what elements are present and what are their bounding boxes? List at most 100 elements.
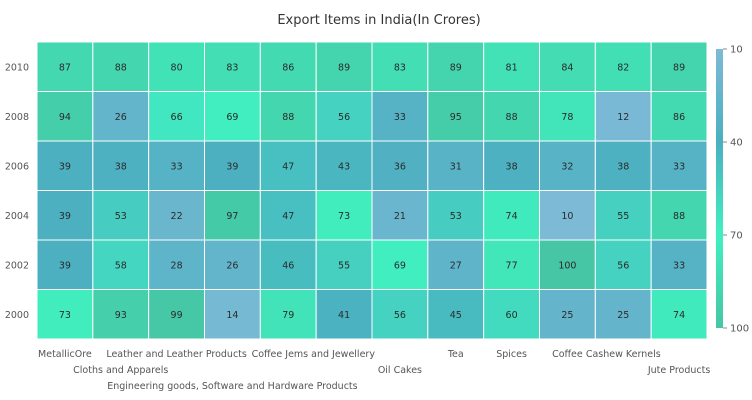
x-axis-label: Cloths and Apparels [73, 365, 168, 376]
cell-value-label: 88 [282, 112, 294, 123]
cell-value-label: 21 [394, 211, 406, 222]
cell-value-label: 38 [617, 161, 629, 172]
heatmap-cell [427, 41, 485, 92]
heatmap-cell [92, 41, 150, 92]
cell-value-label: 53 [115, 211, 127, 222]
heatmap-cell [483, 289, 540, 340]
cell-value-label: 33 [673, 161, 685, 172]
heatmap-cell [148, 41, 206, 92]
cell-value-label: 36 [394, 161, 406, 172]
cell-value-label: 38 [115, 161, 127, 172]
cell-value-label: 74 [673, 310, 685, 321]
cell-value-label: 78 [561, 112, 573, 123]
cell-value-label: 10 [561, 211, 573, 222]
heatmap-cell [371, 190, 429, 241]
cell-value-label: 33 [171, 161, 183, 172]
cell-value-label: 43 [338, 161, 350, 172]
cell-value-label: 25 [617, 310, 629, 321]
heatmap-cell [427, 239, 485, 290]
cell-value-label: 47 [282, 211, 294, 222]
cell-value-label: 14 [226, 310, 238, 321]
heatmap-cell [259, 140, 317, 191]
cell-value-label: 73 [59, 310, 71, 321]
cell-value-label: 46 [282, 260, 294, 271]
heatmap-cell [36, 289, 94, 340]
cell-value-label: 39 [59, 161, 71, 172]
cell-value-label: 80 [171, 62, 183, 73]
cell-value-label: 33 [394, 112, 406, 123]
heatmap-cell [594, 239, 652, 290]
x-axis-label: Spices [496, 349, 527, 360]
cell-value-label: 89 [338, 62, 350, 73]
heatmap-cell [36, 239, 94, 290]
heatmap-cell [650, 289, 708, 340]
cell-value-label: 69 [394, 260, 406, 271]
heatmap-cell [315, 41, 373, 92]
heatmap-cell [594, 91, 652, 142]
heatmap-cell [315, 91, 373, 142]
y-axis-label: 2004 [5, 211, 29, 222]
heatmap-cell [483, 91, 540, 142]
cell-value-label: 60 [506, 310, 518, 321]
heatmap-cell [371, 289, 429, 340]
heatmap-cell [650, 41, 708, 92]
cell-value-label: 66 [171, 112, 183, 123]
cell-value-label: 33 [673, 260, 685, 271]
cell-value-label: 58 [115, 260, 127, 271]
x-axis-label: MetallicOre [38, 349, 92, 360]
cell-value-label: 55 [338, 260, 350, 271]
heatmap-cell [539, 41, 596, 92]
cell-value-label: 84 [561, 62, 573, 73]
legend-tick-label: 70 [730, 231, 743, 242]
x-axis-label: Coffee Jems and Jewellery [252, 349, 376, 360]
cell-value-label: 81 [506, 62, 518, 73]
cell-value-label: 83 [394, 62, 406, 73]
heatmap-cell [315, 190, 373, 241]
legend-tick-label: 10 [730, 45, 743, 56]
heatmap-cell [92, 91, 150, 142]
cell-value-label: 97 [226, 211, 238, 222]
y-axis-label: 2002 [5, 260, 29, 271]
cell-value-label: 56 [617, 260, 629, 271]
heatmap-cell [650, 140, 708, 191]
heatmap-cell [427, 91, 485, 142]
heatmap-cell [539, 190, 596, 241]
heatmap-cell [371, 239, 429, 290]
cell-value-label: 39 [59, 211, 71, 222]
cell-value-label: 28 [171, 260, 183, 271]
heatmap-cell [92, 289, 150, 340]
cell-value-label: 25 [561, 310, 573, 321]
y-axis-label: 2008 [5, 112, 29, 123]
x-axis-label: Oil Cakes [378, 365, 422, 376]
cell-value-label: 27 [450, 260, 462, 271]
y-axis-label: 2000 [5, 310, 29, 321]
cell-value-label: 89 [450, 62, 462, 73]
heatmap-cell [539, 91, 596, 142]
heatmap-cell [259, 239, 317, 290]
cell-value-label: 89 [673, 62, 685, 73]
heatmap-cell [315, 289, 373, 340]
cell-value-label: 26 [115, 112, 127, 123]
cell-value-label: 74 [506, 211, 518, 222]
color-legend: 10 40 70 100 [716, 45, 749, 335]
heatmap-cell [594, 190, 652, 241]
cell-value-label: 88 [673, 211, 685, 222]
heatmap-cell [148, 140, 206, 191]
cell-value-label: 83 [226, 62, 238, 73]
cell-value-label: 56 [394, 310, 406, 321]
x-axis-label: Coffee [552, 349, 583, 360]
cell-value-label: 88 [115, 62, 127, 73]
cell-value-label: 87 [59, 62, 71, 73]
heatmap-cell [204, 190, 261, 241]
heatmap-cell [36, 190, 94, 241]
cell-value-label: 56 [338, 112, 350, 123]
cell-value-label: 31 [450, 161, 462, 172]
cell-value-label: 26 [226, 260, 238, 271]
heatmap-cell [204, 91, 261, 142]
cell-value-label: 38 [506, 161, 518, 172]
cell-value-label: 39 [226, 161, 238, 172]
cell-value-label: 45 [450, 310, 462, 321]
cell-value-label: 22 [171, 211, 183, 222]
heatmap-cell [204, 289, 261, 340]
